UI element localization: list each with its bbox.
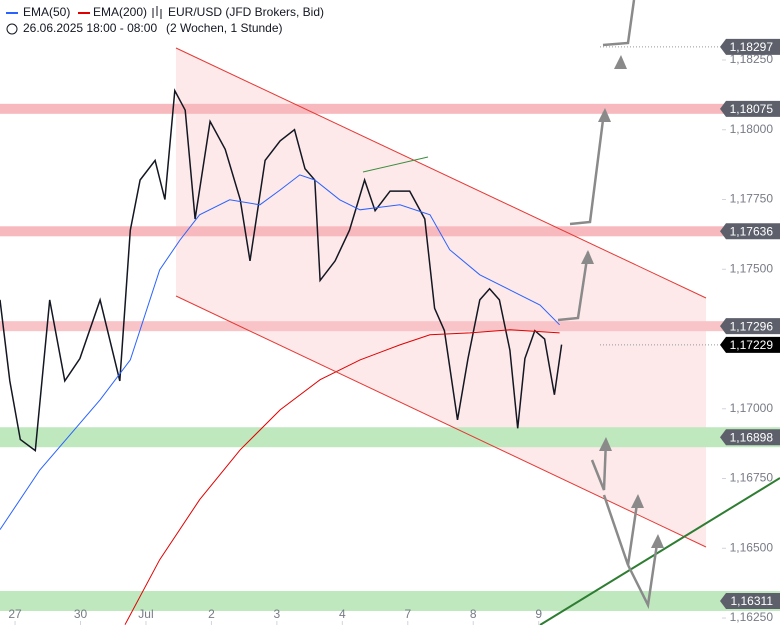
chart-subtitle: 26.06.2025 18:00 - 08:00 — [23, 21, 157, 35]
arrow-path — [569, 111, 606, 226]
arrow-head — [598, 108, 611, 122]
header: EMA(50) EMA(200) EUR/USD (JFD Brokers, B… — [0, 0, 340, 38]
level-zone — [0, 427, 780, 448]
y-tick-label: 1,18250 — [730, 52, 774, 66]
legend-entry: EMA(50) — [23, 5, 70, 19]
arrow-path — [590, 439, 608, 491]
arrow-head — [614, 55, 627, 69]
level-label: 1,17636 — [730, 224, 774, 238]
level-zone — [0, 321, 780, 332]
level-label: 1,17296 — [730, 319, 774, 333]
scenario-arrows — [557, 0, 660, 610]
x-tick-label: 9 — [535, 607, 542, 621]
y-tick-label: 1,17500 — [730, 261, 774, 275]
level-label-bg — [720, 223, 780, 240]
channel-fill — [176, 48, 706, 547]
x-tick-label: 30 — [74, 607, 88, 621]
level-label: 1,18075 — [730, 102, 774, 116]
mini-trendline — [362, 156, 429, 173]
clock-icon — [6, 23, 18, 35]
plot — [0, 88, 563, 625]
level-zone — [0, 103, 780, 114]
level-label: 1,16898 — [730, 430, 774, 444]
level-label-bg — [720, 593, 780, 610]
x-tick-label: 7 — [404, 607, 411, 621]
chart-title: EUR/USD (JFD Brokers, Bid) — [168, 5, 324, 19]
y-tick-label: 1,16500 — [730, 540, 774, 554]
level-zone — [0, 226, 780, 237]
x-tick-label: 8 — [470, 607, 477, 621]
y-tick-label: 1,16250 — [730, 610, 774, 624]
level-zone — [0, 591, 780, 612]
support-trendline — [539, 477, 780, 625]
x-tick-label: 3 — [274, 607, 281, 621]
level-label-bg — [720, 429, 780, 446]
x-tick-label: 27 — [8, 607, 22, 621]
x-tick-label: 2 — [208, 607, 215, 621]
y-tick-label: 1,18000 — [730, 122, 774, 136]
level-label-bg — [720, 38, 780, 55]
axes: 1,16250 1,16500 1,16750 1,17000 1,17500 1,177… — [8, 38, 780, 625]
background-layer — [176, 48, 706, 547]
y-tick-label: 1,17000 — [730, 401, 774, 415]
arrow-path — [602, 0, 636, 47]
series-line — [0, 174, 560, 530]
arrow-head — [599, 437, 612, 451]
arrow-heads — [581, 55, 664, 548]
arrow-path — [557, 251, 590, 322]
annotations — [175, 0, 780, 625]
header-bg — [0, 0, 340, 38]
zones — [0, 46, 780, 612]
x-tick-label: 4 — [339, 607, 346, 621]
arrow-head — [631, 494, 644, 508]
symbol-icon — [152, 6, 162, 19]
level-label-bg — [720, 336, 780, 353]
level-label-bg — [720, 100, 780, 117]
level-label-bg — [720, 318, 780, 335]
arrow-head — [581, 250, 594, 264]
series-line — [124, 329, 560, 625]
arrow-head — [651, 534, 664, 548]
level-label: 1,16311 — [731, 594, 774, 608]
legend-entry: EMA(200) — [93, 5, 147, 19]
level-label: 1,18297 — [730, 40, 774, 54]
chart-period: (2 Wochen, 1 Stunde) — [166, 21, 283, 35]
channel-lower — [175, 295, 707, 548]
level-label: 1,17229 — [730, 338, 774, 352]
x-tick-label: Jul — [138, 607, 153, 621]
y-tick-label: 1,17750 — [730, 192, 774, 206]
series-line — [0, 88, 563, 452]
channel-upper — [175, 47, 707, 299]
y-tick-label: 1,16750 — [730, 471, 774, 485]
arrow-path — [626, 536, 660, 610]
